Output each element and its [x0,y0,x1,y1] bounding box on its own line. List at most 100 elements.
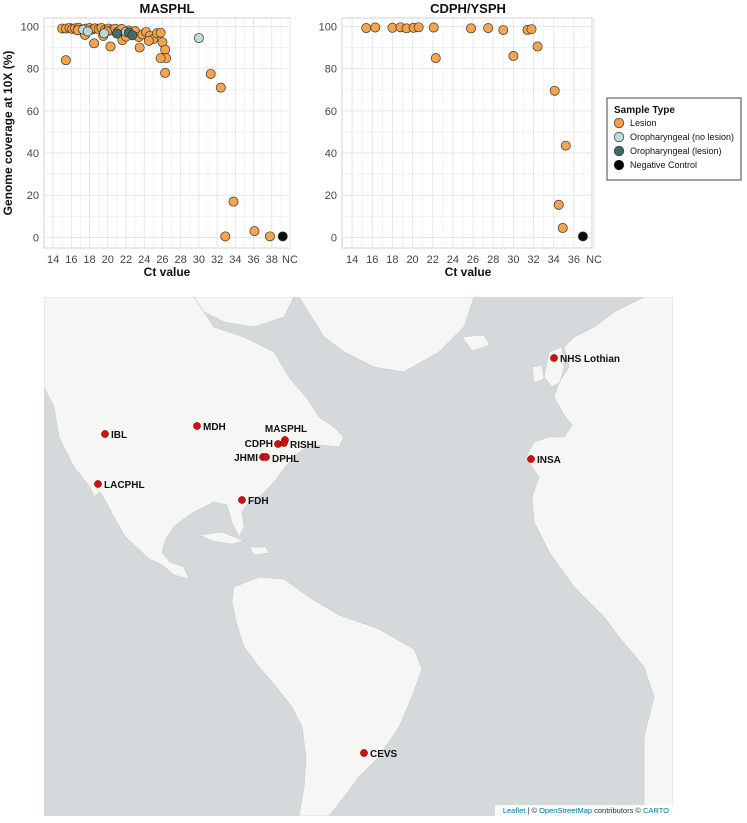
data-point [111,28,122,39]
x-tick-label: 22 [120,254,132,266]
x-tick-label: 28 [487,254,499,266]
x-tick-label: 32 [527,254,539,266]
y-tick-label: 0 [33,232,39,244]
site-marker[interactable] [280,439,288,447]
x-tick-label: 20 [406,254,418,266]
data-point [155,27,166,38]
site-label: CEVS [370,749,398,760]
y-axis-label: Genome coverage at 10X (%) [1,51,15,216]
y-tick-label: 40 [27,148,39,160]
map-site[interactable]: FDH [238,496,269,507]
data-point [160,67,171,78]
x-axis-label-cdph-ysph: Ct value [445,265,492,279]
data-point [193,33,204,43]
legend-box [606,97,742,181]
data-point [134,42,145,53]
data-point [508,51,519,61]
y-tick-label: 20 [27,190,39,202]
site-marker[interactable] [262,453,270,461]
site-marker[interactable] [360,749,368,757]
legend-swatch [613,131,625,143]
attribution-sep: | © [525,806,539,815]
x-tick-label: NC [586,254,602,266]
map-site[interactable]: RISHL [280,439,320,451]
data-point [430,53,441,64]
x-tick-label: 28 [175,254,187,266]
site-label: DPHL [272,454,299,465]
site-marker[interactable] [550,354,558,362]
data-point [205,68,216,79]
leaflet-link[interactable]: Leaflet [503,806,526,815]
data-point [127,30,138,41]
x-tick-label: 30 [193,254,205,266]
data-point [526,24,537,35]
map-land [44,297,673,816]
site-label: IBL [111,430,127,441]
map-site[interactable]: DPHL [262,453,299,465]
legend-label: Lesion [630,118,657,128]
site-marker[interactable] [101,430,109,438]
carto-link[interactable]: CARTO [643,806,669,815]
y-tick-label: 20 [325,190,337,202]
data-point [143,35,154,46]
land-hispaniola [248,546,270,556]
site-marker[interactable] [527,455,535,463]
x-tick-label: 26 [156,254,168,266]
legend-swatch [613,117,625,129]
points-masphl [57,22,288,242]
data-point [577,231,588,242]
map-site[interactable]: CEVS [360,749,398,760]
attribution-contrib: contributors © [592,806,643,815]
site-label: MASPHL [265,424,307,435]
data-point [89,38,100,49]
x-tick-label: 16 [65,254,77,266]
panel-cdph-ysph: CDPH/YSPH 0 20 40 60 80 100 14 16 18 20 22 24 26 28 3… [319,1,602,279]
site-map[interactable]: NHS Lothian IBL MDH MASPHL CDPH RISHL JHMI DPHL… [44,297,673,816]
land-europe-africa [525,297,673,816]
legend: Sample Type Lesion Oropharyngeal (no lesi… [606,97,742,181]
x-tick-label: 34 [229,254,241,266]
map-site[interactable]: IBL [101,430,127,441]
legend-label: Oropharyngeal (no lesion) [630,132,734,142]
y-tick-label: 80 [27,64,39,76]
y-tick-label: 60 [325,106,337,118]
data-point [220,231,231,242]
x-tick-label: 18 [83,254,95,266]
data-point [557,223,568,233]
land-greenland [298,297,475,373]
map-site[interactable]: NHS Lothian [550,354,620,365]
data-point [60,55,71,66]
x-tick-label: 36 [568,254,580,266]
map-site[interactable]: MDH [193,422,226,433]
map-sites: NHS Lothian IBL MDH MASPHL CDPH RISHL JHMI DPHL… [94,354,620,760]
x-tick-label: NC [282,254,298,266]
site-marker[interactable] [193,422,201,430]
map-attribution: Leaflet | © OpenStreetMap contributors ©… [495,805,673,816]
panel-masphl: MASPHL 0 20 40 60 80 100 14 16 18 20 22 24 26 28 30 32… [1,1,298,279]
site-label: RISHL [290,440,320,451]
data-point [265,231,275,242]
osm-link[interactable]: OpenStreetMap [539,806,592,815]
y-tick-label: 100 [319,21,337,33]
x-axis-label-masphl: Ct value [144,265,191,279]
x-tick-label: 36 [247,254,259,266]
y-tick-label: 0 [331,232,337,244]
x-tick-label: 18 [386,254,398,266]
site-marker[interactable] [94,480,102,488]
x-ticks-cdph-ysph: 14 16 18 20 22 24 26 28 30 32 34 36 NC [346,254,602,266]
data-point [160,44,171,55]
x-tick-label: 26 [467,254,479,266]
data-point [228,196,239,207]
site-label: INSA [537,455,561,466]
land-iceland [461,334,491,352]
plot-area-cdph-ysph [341,17,593,249]
map-site[interactable]: LACPHL [94,480,145,491]
y-tick-label: 60 [27,106,39,118]
data-point [277,231,288,242]
map-site[interactable]: INSA [527,455,561,466]
x-tick-label: 38 [266,254,278,266]
land-south-america [231,576,423,816]
site-label: FDH [248,496,269,507]
x-tick-label: 20 [102,254,114,266]
site-marker[interactable] [238,496,246,504]
